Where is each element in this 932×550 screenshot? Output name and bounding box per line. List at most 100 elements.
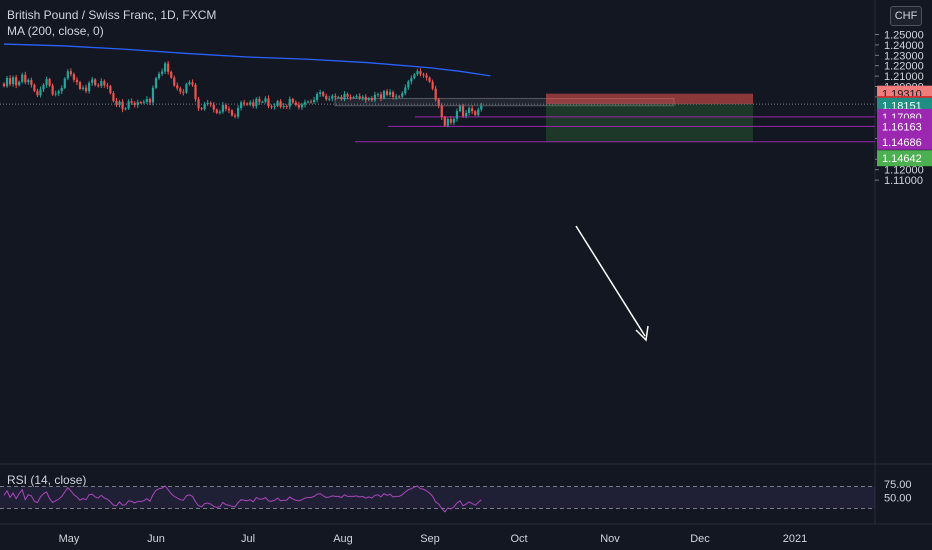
y-tick-label: 1.11000	[884, 175, 923, 187]
candle-body	[109, 86, 112, 94]
candle-body	[206, 102, 209, 104]
candle-body	[379, 94, 383, 99]
candle-body	[458, 106, 462, 112]
candle-body	[145, 99, 148, 102]
candle-body	[352, 97, 355, 99]
candle-body	[21, 74, 24, 82]
candle-body	[361, 96, 364, 98]
candle-body	[185, 84, 188, 93]
candle-body	[413, 74, 416, 78]
candle-body	[401, 93, 404, 97]
candle-body	[66, 71, 69, 79]
candle-body	[48, 79, 51, 86]
candle-body	[273, 105, 276, 107]
candle-body	[288, 98, 291, 107]
take-profit-zone	[546, 104, 753, 143]
candle-body	[194, 84, 197, 100]
rsi-indicator-label[interactable]: RSI (14, close)	[7, 473, 87, 487]
candle-body	[431, 81, 434, 89]
level2-price-label-bg	[877, 118, 932, 135]
candle-body	[340, 97, 343, 100]
candle-body	[461, 106, 465, 117]
candle-body	[464, 112, 468, 117]
x-tick-label: Jul	[241, 533, 255, 545]
candle-body	[130, 101, 133, 103]
candle-body	[39, 89, 42, 96]
symbol-title: British Pound / Swiss Franc, 1D, FXCM	[7, 8, 217, 22]
candle-body	[173, 77, 176, 86]
candle-body	[51, 85, 54, 95]
y-tick-label: 1.25000	[884, 30, 924, 42]
candle-body	[346, 94, 349, 97]
candle-body	[176, 85, 179, 89]
candle-body	[8, 78, 12, 85]
candle-body	[252, 102, 255, 107]
candle-body	[240, 102, 243, 109]
candle-body	[373, 94, 376, 101]
candle-body	[115, 100, 118, 105]
x-tick-label: Dec	[690, 533, 710, 545]
candle-body	[404, 87, 407, 94]
candle-body	[480, 105, 483, 110]
candle-body	[221, 105, 224, 112]
candle-body	[428, 77, 431, 82]
candle-body	[170, 71, 173, 78]
candle-body	[30, 80, 33, 85]
candle-body	[264, 98, 267, 102]
candle-body	[407, 81, 410, 88]
candle-body	[276, 101, 279, 106]
candle-body	[385, 91, 389, 95]
rsi-y-tick-label: 75.00	[884, 479, 912, 491]
candle-body	[261, 101, 264, 103]
candle-body	[398, 96, 401, 98]
candle-body	[376, 94, 380, 96]
candle-body	[215, 109, 218, 113]
candle-body	[154, 78, 158, 88]
candle-body	[455, 111, 459, 119]
candle-body	[246, 103, 249, 105]
candle-body	[200, 108, 203, 110]
candle-body	[477, 109, 480, 115]
rsi-line	[3, 485, 482, 513]
y-tick-label: 1.22000	[884, 61, 924, 73]
candle-body	[243, 102, 246, 104]
candle-body	[45, 79, 48, 85]
x-tick-label: Oct	[510, 533, 527, 545]
ma-indicator-label[interactable]: MA (200, close, 0)	[7, 24, 104, 38]
candle-body	[388, 92, 392, 95]
x-tick-label: Jun	[147, 533, 165, 545]
candle-body	[303, 102, 307, 105]
target-price-label: 1.14642	[882, 153, 922, 165]
candle-body	[337, 97, 340, 99]
arrow-shaft	[575, 225, 646, 337]
candle-body	[197, 99, 200, 109]
candle-body	[437, 99, 440, 106]
candle-body	[236, 108, 240, 117]
y-tick-label: 1.24000	[884, 40, 924, 52]
candle-body	[233, 115, 237, 117]
candle-body	[179, 88, 182, 92]
candle-body	[227, 108, 231, 111]
y-tick-label: 1.12000	[884, 165, 924, 177]
candle-body	[291, 98, 294, 103]
candle-body	[75, 79, 79, 83]
candle-body	[203, 103, 206, 110]
candle-body	[27, 80, 30, 83]
candle-body	[224, 105, 228, 109]
candle-body	[325, 95, 328, 100]
candle-body	[212, 104, 215, 110]
candle-body	[446, 119, 449, 126]
candle-body	[12, 77, 15, 85]
candle-body	[449, 119, 452, 123]
currency-button[interactable]: CHF	[890, 6, 922, 26]
candle-body	[285, 106, 288, 108]
candle-body	[422, 74, 425, 76]
level3-price-label-bg	[877, 133, 932, 150]
candle-body	[218, 111, 221, 113]
candle-body	[452, 118, 456, 123]
x-tick-label: 2021	[783, 533, 807, 545]
x-tick-label: Nov	[600, 533, 620, 545]
candle-body	[36, 90, 39, 96]
candle-body	[33, 84, 36, 91]
